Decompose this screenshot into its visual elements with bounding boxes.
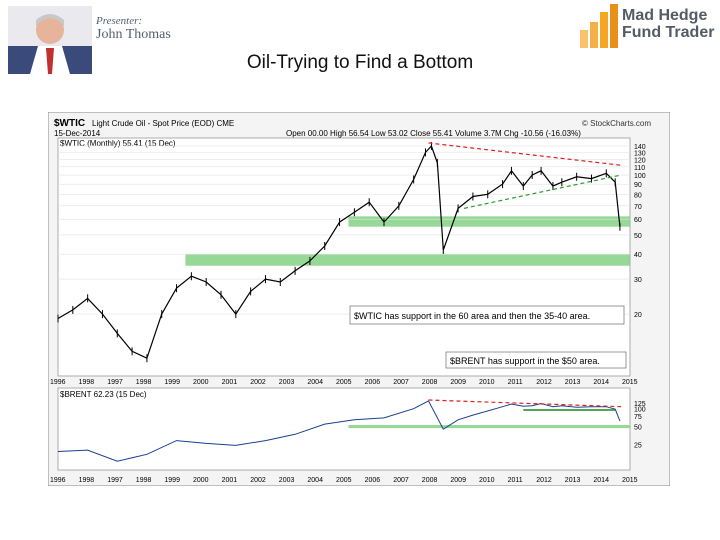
annotation-box-brent — [445, 351, 627, 369]
x-tick-label: 1996 — [50, 379, 66, 386]
oil-price-chart: $WTIC Light Crude Oil - Spot Price (EOD)… — [47, 111, 671, 487]
lower-y-tick-label: 125 — [634, 401, 646, 408]
brand-line2: Fund Trader — [622, 23, 715, 41]
annotation-wtic: $WTIC has support in the 60 area and the… — [354, 311, 590, 321]
y-tick-label: 130 — [634, 150, 646, 157]
x-tick-label: 2015 — [622, 379, 638, 386]
y-tick-label: 30 — [634, 277, 642, 284]
x-tick-label: 2006 — [365, 477, 381, 484]
lower-y-tick-label: 50 — [634, 425, 642, 432]
x-tick-label: 2006 — [365, 379, 381, 386]
chart-stats: Open 00.00 High 56.54 Low 53.02 Close 55… — [286, 129, 581, 138]
y-tick-label: 70 — [634, 204, 642, 211]
brent-line — [57, 400, 621, 462]
annotation-brent: $BRENT has support in the $50 area. — [450, 356, 600, 366]
support-zone — [185, 254, 630, 266]
presenter-name: John Thomas — [96, 26, 171, 42]
chart-watermark: © StockCharts.com — [582, 119, 651, 128]
brand-line1: Mad Hedge — [622, 7, 708, 24]
x-tick-label: 2008 — [422, 477, 438, 484]
x-tick-label: 2002 — [250, 477, 266, 484]
presenter-photo — [8, 6, 92, 74]
x-tick-label: 2005 — [336, 379, 352, 386]
lower-y-tick-label: 75 — [634, 414, 642, 421]
chart-symbol: $WTIC — [54, 118, 85, 129]
x-tick-label: 2013 — [565, 477, 581, 484]
x-tick-label: 2000 — [193, 379, 209, 386]
y-tick-label: 60 — [634, 217, 642, 224]
x-tick-label: 1997 — [107, 477, 123, 484]
x-tick-label: 2015 — [622, 477, 638, 484]
resistance-trendline — [428, 142, 622, 166]
y-tick-label: 40 — [634, 252, 642, 259]
lower-legend: $BRENT 62.23 (15 Dec) — [60, 390, 147, 399]
support-zone — [348, 425, 630, 429]
x-tick-label: 2011 — [508, 379, 523, 386]
x-tick-label: 1998 — [79, 477, 95, 484]
x-tick-label: 2012 — [536, 379, 552, 386]
y-tick-label: 110 — [634, 165, 645, 172]
x-tick-label: 2001 — [222, 379, 238, 386]
support-zone — [348, 216, 630, 227]
chart-date: 15-Dec-2014 — [54, 129, 101, 138]
x-tick-label: 2005 — [336, 477, 352, 484]
x-tick-label: 1998 — [136, 379, 152, 386]
lower-y-tick-label: 100 — [634, 407, 646, 414]
x-tick-label: 2009 — [450, 477, 466, 484]
chart-frame: $WTIC Light Crude Oil - Spot Price (EOD)… — [47, 111, 671, 487]
slide-title: Oil-Trying to Find a Bottom — [246, 52, 474, 73]
x-tick-label: 2000 — [193, 477, 209, 484]
x-tick-label: 2002 — [250, 379, 266, 386]
x-tick-label: 2014 — [593, 477, 609, 484]
wtic-line — [57, 144, 621, 360]
support-trendline — [463, 174, 622, 209]
x-tick-label: 2004 — [307, 477, 323, 484]
x-tick-label: 1999 — [164, 379, 180, 386]
x-tick-label: 2010 — [479, 379, 495, 386]
x-tick-label: 2003 — [279, 379, 295, 386]
presenter-info: Presenter: John Thomas — [96, 15, 171, 42]
x-tick-label: 2012 — [536, 477, 552, 484]
x-tick-label: 2003 — [279, 477, 295, 484]
x-tick-label: 1998 — [136, 477, 152, 484]
lower-y-tick-label: 25 — [634, 442, 642, 449]
x-tick-label: 1999 — [164, 477, 180, 484]
x-tick-label: 2007 — [393, 379, 409, 386]
x-tick-label: 2001 — [222, 477, 238, 484]
chart-description: Light Crude Oil - Spot Price (EOD) CME — [92, 119, 234, 128]
y-tick-label: 100 — [634, 173, 646, 180]
x-tick-label: 1997 — [107, 379, 123, 386]
bar-logo-icon — [580, 4, 618, 48]
y-tick-label: 80 — [634, 192, 642, 199]
x-tick-label: 1998 — [79, 379, 95, 386]
x-tick-label: 2013 — [565, 379, 581, 386]
x-tick-label: 2004 — [307, 379, 323, 386]
x-tick-label: 2014 — [593, 379, 609, 386]
x-tick-label: 2008 — [422, 379, 438, 386]
x-tick-label: 1996 — [50, 477, 66, 484]
y-tick-label: 140 — [634, 144, 646, 151]
y-tick-label: 120 — [634, 157, 646, 164]
upper-legend: $WTIC (Monthly) 55.41 (15 Dec) — [60, 139, 176, 148]
x-tick-label: 2009 — [450, 379, 466, 386]
y-tick-label: 90 — [634, 182, 642, 189]
brand-logo: Mad Hedge Fund Trader — [578, 4, 718, 50]
presenter-label: Presenter: — [96, 15, 143, 27]
x-tick-label: 2010 — [479, 477, 495, 484]
lower-plot-area — [57, 387, 631, 471]
x-tick-label: 2007 — [393, 477, 409, 484]
annotation-box-wtic — [349, 305, 625, 325]
y-tick-label: 50 — [634, 233, 642, 240]
y-tick-label: 20 — [634, 312, 642, 319]
x-tick-label: 2011 — [508, 477, 523, 484]
